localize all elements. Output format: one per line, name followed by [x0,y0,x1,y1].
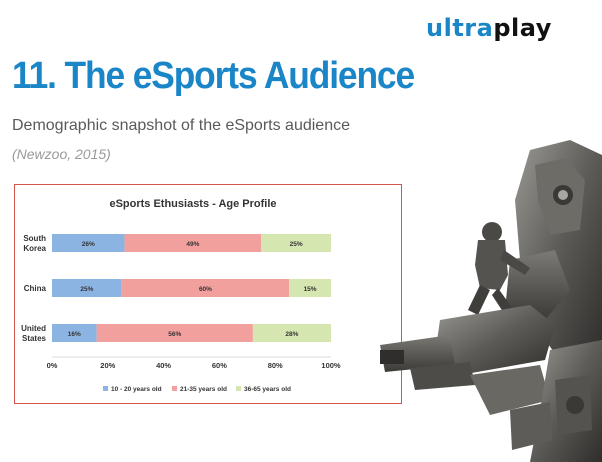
slide-title: 11. The eSports Audience [12,55,415,97]
slide-source: (Newzoo, 2015) [12,146,111,162]
x-tick-label: 0% [47,361,58,370]
legend-label: 10 - 20 years old [111,386,162,393]
stacked-bar-chart: eSports Ethusiasts - Age Profile South Kor… [21,198,341,393]
mech-robot-illustration [380,140,602,462]
category-label: South Korea [23,234,46,253]
ultraplay-logo: ultraplay [426,16,552,40]
chart-panel: eSports Ethusiasts - Age Profile South Kor… [14,184,402,404]
data-label: 28% [285,331,298,338]
bar-segment [289,279,331,297]
legend-swatch [236,386,241,391]
data-label: 25% [80,286,93,293]
bar-segment [261,234,331,252]
x-tick-label: 100% [321,361,341,370]
legend-label: 21-35 years old [180,386,227,393]
x-tick-label: 80% [268,361,283,370]
x-tick-label: 20% [100,361,115,370]
data-label: 25% [290,241,303,248]
x-tick-label: 60% [212,361,227,370]
legend-swatch [103,386,108,391]
data-label: 60% [199,286,212,293]
category-label: China [24,284,47,293]
bar-segment [52,279,122,297]
data-label: 26% [82,241,95,248]
data-label: 56% [168,331,181,338]
x-tick-label: 40% [156,361,171,370]
logo-part-ultra: ultra [426,14,494,42]
data-label: 15% [304,286,317,293]
bar-segment [124,234,262,252]
legend-swatch [172,386,177,391]
data-label: 16% [68,331,81,338]
data-label: 49% [186,241,199,248]
chart-title: eSports Ethusiasts - Age Profile [109,198,276,210]
logo-part-play: play [493,14,552,42]
category-label: United States [21,324,46,343]
bar-segment [252,324,331,342]
bar-segment [52,234,125,252]
bar-segment [96,324,253,342]
legend-label: 36-65 years old [244,386,291,393]
bar-segment [121,279,290,297]
bar-segment [52,324,97,342]
slide-subtitle: Demographic snapshot of the eSports audi… [12,117,350,134]
